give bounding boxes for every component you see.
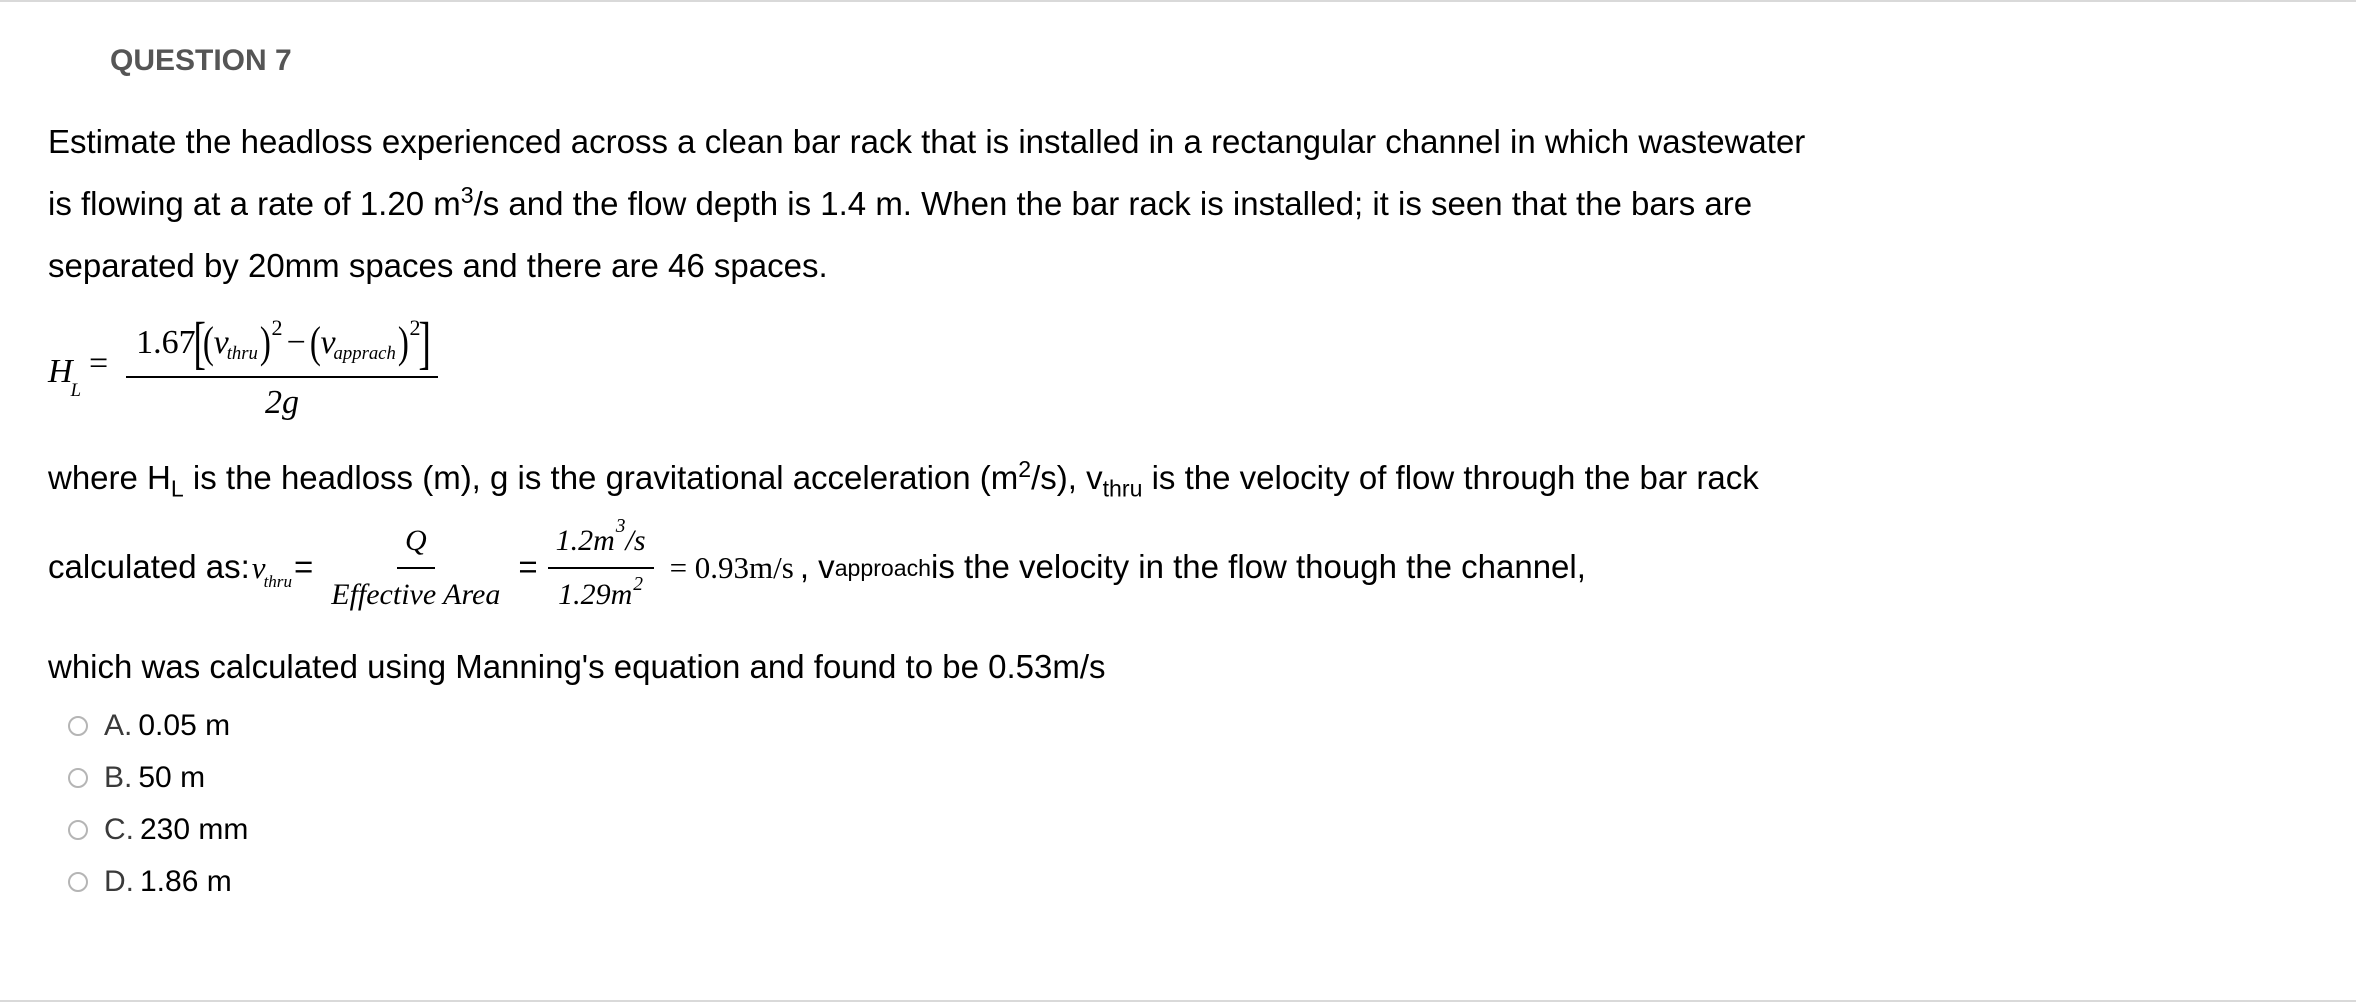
- calc-frac-2-den: 1.29m2: [550, 569, 651, 621]
- paren-close-icon: ): [260, 321, 271, 365]
- formula-sq-1: 2: [272, 315, 283, 341]
- calc-tail: is the velocity in the flow though the c…: [931, 541, 1586, 594]
- body-line-2-post: /s and the flow depth is 1.4 m. When the…: [474, 185, 1753, 222]
- body-line-1: Estimate the headloss experienced across…: [48, 116, 2308, 168]
- calc-frac-2-num: 1.2m3/s: [548, 515, 654, 569]
- where-sub-L: L: [171, 476, 184, 502]
- where-post: is the velocity of flow through the bar …: [1142, 459, 1758, 496]
- paren-open-icon: (: [203, 321, 214, 365]
- option-letter: D.: [104, 865, 134, 899]
- option-a[interactable]: A. 0.05 m: [48, 703, 2308, 749]
- question-number: QUESTION 7: [110, 44, 2308, 78]
- radio-icon[interactable]: [68, 820, 88, 840]
- body-line-2: is flowing at a rate of 1.20 m3/s and th…: [48, 178, 2308, 230]
- where-sub-thru: thru: [1103, 476, 1143, 502]
- formula-denominator: 2g: [265, 378, 299, 422]
- where-mid-2: /s), v: [1031, 459, 1103, 496]
- calc-eq-1: =: [294, 541, 313, 594]
- bracket-close-icon: ]: [418, 314, 431, 372]
- manning-line: which was calculated using Manning's equ…: [48, 641, 2308, 693]
- formula-numerator: 1.67 [ ( vthru ) 2 − ( vapprach ) 2 ]: [126, 314, 438, 378]
- option-d[interactable]: D. 1.86 m: [48, 859, 2308, 905]
- option-letter: B.: [104, 761, 132, 795]
- paren-close-icon-2: ): [398, 321, 409, 365]
- body-line-2-pre: is flowing at a rate of 1.20 m: [48, 185, 461, 222]
- calc-frac-2-den-exp: 2: [633, 574, 643, 595]
- calc-result: = 0.93m/s: [670, 543, 794, 593]
- radio-icon[interactable]: [68, 768, 88, 788]
- calc-frac-2-num-unit: /s: [626, 517, 646, 565]
- formula-minus: −: [287, 324, 306, 362]
- option-value: 230 mm: [140, 813, 248, 847]
- calc-frac-1-den: Effective Area: [323, 569, 508, 621]
- where-pre: where H: [48, 459, 171, 496]
- calc-frac-2-den-val: 1.29m: [558, 578, 632, 611]
- option-value: 1.86 m: [140, 865, 232, 899]
- formula-equals: =: [89, 345, 108, 383]
- body-line-3: separated by 20mm spaces and there are 4…: [48, 240, 2308, 292]
- formula-coeff: 1.67: [136, 324, 196, 362]
- formula-sub-thru: thru: [227, 343, 258, 365]
- formula-lhs: HL =: [48, 345, 114, 391]
- option-value: 0.05 m: [138, 709, 230, 743]
- option-c[interactable]: C. 230 mm: [48, 807, 2308, 853]
- radio-icon[interactable]: [68, 872, 88, 892]
- where-exp-2: 2: [1018, 456, 1031, 482]
- paren-open-icon-2: (: [310, 321, 321, 365]
- option-b[interactable]: B. 50 m: [48, 755, 2308, 801]
- calc-line: calculated as: vthru = Q Effective Area …: [48, 515, 2308, 621]
- calc-frac-2-num-val: 1.2m: [556, 517, 615, 565]
- option-letter: A.: [104, 709, 132, 743]
- options-group: A. 0.05 m B. 50 m C. 230 mm D. 1.86 m: [48, 703, 2308, 905]
- calc-comma: , v: [800, 541, 835, 594]
- calc-frac-1: Q Effective Area: [323, 515, 508, 621]
- option-value: 50 m: [138, 761, 205, 795]
- calc-frac-2-num-exp: 3: [616, 511, 626, 542]
- option-letter: C.: [104, 813, 134, 847]
- where-mid: is the headloss (m), g is the gravitatio…: [184, 459, 1019, 496]
- formula-H: H: [48, 353, 73, 391]
- question-page: QUESTION 7 Estimate the headloss experie…: [0, 0, 2356, 1002]
- body-line-2-exp: 3: [461, 182, 474, 208]
- formula-L-sub: L: [71, 380, 81, 402]
- calc-eq-2: =: [518, 541, 537, 594]
- calc-frac-1-num: Q: [397, 515, 435, 569]
- formula-sub-apprach: apprach: [334, 343, 396, 365]
- formula-fraction: 1.67 [ ( vthru ) 2 − ( vapprach ) 2 ] 2g: [126, 314, 438, 422]
- where-line: where HL is the headloss (m), g is the g…: [48, 452, 2308, 504]
- calc-sub-thru: thru: [264, 572, 292, 591]
- radio-icon[interactable]: [68, 716, 88, 736]
- calc-pre: calculated as:: [48, 541, 250, 594]
- formula-block: HL = 1.67 [ ( vthru ) 2 − ( vapprach ) 2…: [48, 314, 2308, 422]
- calc-frac-2: 1.2m3/s 1.29m2: [548, 515, 654, 621]
- question-content: Estimate the headloss experienced across…: [48, 116, 2308, 905]
